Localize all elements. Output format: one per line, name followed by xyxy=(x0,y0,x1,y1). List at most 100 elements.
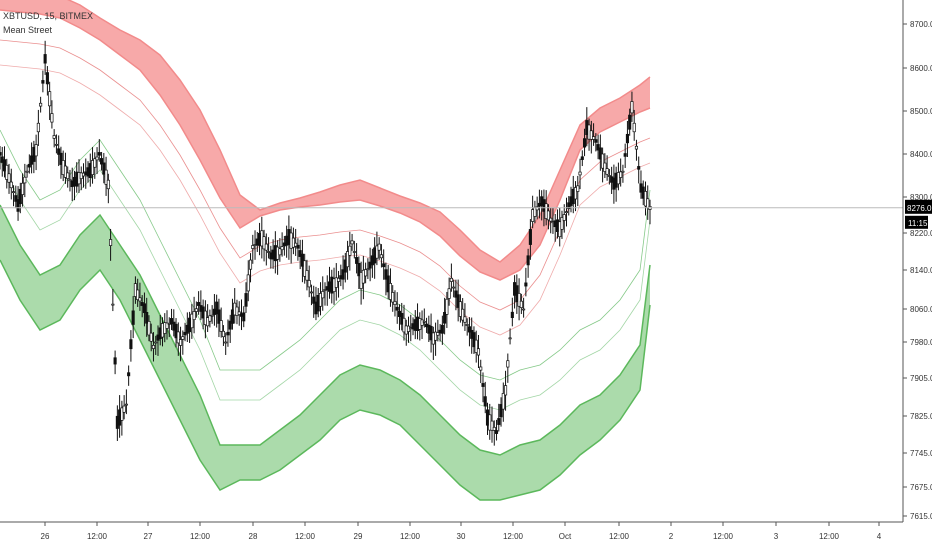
candle-body xyxy=(25,170,29,173)
time-tick-label: 12:00 xyxy=(400,532,421,541)
candle-body xyxy=(246,274,250,292)
upper-band-inner-line xyxy=(0,9,651,281)
candle-body xyxy=(298,250,302,257)
time-tick-label: 30 xyxy=(457,532,466,541)
candle-body xyxy=(499,404,503,418)
candle-body xyxy=(138,297,142,302)
candle-body xyxy=(39,102,43,107)
candle-body xyxy=(440,324,444,334)
candle-body xyxy=(456,294,460,308)
candle-body xyxy=(454,290,458,298)
candle-body xyxy=(382,263,386,268)
candle-body xyxy=(598,147,602,160)
time-tick-label: 3 xyxy=(774,532,779,541)
candle-body xyxy=(300,253,304,267)
candle-body xyxy=(483,396,487,407)
candle-body xyxy=(7,173,11,183)
candle-body xyxy=(63,165,68,178)
candle-body xyxy=(318,293,323,307)
candle-body xyxy=(18,188,22,205)
indicator-name[interactable]: Mean Street xyxy=(3,25,53,35)
candle-body xyxy=(262,236,266,250)
candle-body xyxy=(100,158,104,165)
candle-body xyxy=(244,293,248,307)
lower-band-fill xyxy=(0,205,650,500)
candle-body xyxy=(151,345,156,349)
time-tick-label: 12:00 xyxy=(819,532,840,541)
candle-body xyxy=(334,277,338,288)
candle-body xyxy=(136,289,140,300)
candle-body xyxy=(41,80,45,84)
price-tick-label: 7825.0 xyxy=(910,412,932,421)
candle-body xyxy=(95,156,99,161)
candle-body xyxy=(582,138,587,148)
candle-body xyxy=(296,244,300,249)
candle-body xyxy=(230,309,235,324)
candle-body xyxy=(377,243,381,251)
candle-body xyxy=(546,210,550,221)
time-tick-label: 12:00 xyxy=(295,532,316,541)
candle-body xyxy=(206,317,210,327)
candle-body xyxy=(443,311,447,324)
time-tick-label: 12:00 xyxy=(190,532,211,541)
price-tick-label: 7615.0 xyxy=(910,512,932,521)
candle-body xyxy=(176,331,180,344)
candle-body xyxy=(549,217,553,222)
candle-body xyxy=(174,323,178,339)
candle-body xyxy=(23,176,27,184)
candle-body xyxy=(346,251,350,268)
candle-body xyxy=(280,246,284,251)
candle-body xyxy=(131,310,135,325)
chart-legend: XBTUSD, 15, BITMEX Mean Street xyxy=(3,9,93,37)
candle-body xyxy=(379,254,383,259)
candle-body xyxy=(391,292,395,303)
candle-body xyxy=(43,54,47,64)
mid-green-line-1 xyxy=(0,159,651,411)
candle-body xyxy=(623,153,627,157)
candle-body xyxy=(601,153,605,169)
candle-body xyxy=(384,269,388,280)
candle-body xyxy=(492,426,496,431)
candle-body xyxy=(127,372,131,377)
candle-body xyxy=(519,300,523,308)
countdown-label-bg xyxy=(905,215,928,229)
candle-body xyxy=(494,430,499,434)
candle-body xyxy=(34,144,38,157)
candle-body xyxy=(294,242,298,247)
candle-body xyxy=(11,191,16,193)
candle-body xyxy=(366,268,370,271)
candle-body xyxy=(192,311,196,320)
candle-body xyxy=(165,322,169,329)
candle-body xyxy=(93,158,97,168)
candle-body xyxy=(120,407,124,421)
candle-body xyxy=(224,341,228,344)
candle-body xyxy=(422,321,426,323)
candle-body xyxy=(596,144,600,151)
price-tick-label: 7675.0 xyxy=(910,483,932,492)
candle-body xyxy=(402,317,406,333)
symbol-title[interactable]: XBTUSD, 15, BITMEX xyxy=(3,11,94,21)
candle-body xyxy=(508,337,512,340)
candle-body xyxy=(628,114,632,130)
candle-body xyxy=(619,171,623,178)
candle-body xyxy=(147,321,151,336)
candle-body xyxy=(336,277,341,282)
candle-body xyxy=(278,248,282,256)
candle-body xyxy=(528,229,532,245)
candle-body xyxy=(472,332,476,348)
candle-body xyxy=(54,143,58,146)
candle-body xyxy=(461,308,465,321)
candle-body xyxy=(321,291,325,299)
upper-band-outer-line xyxy=(67,0,651,263)
candle-body xyxy=(219,320,223,332)
candle-body xyxy=(251,245,255,249)
candle-body xyxy=(181,336,185,340)
candle-body xyxy=(194,308,198,312)
candle-body xyxy=(124,403,128,406)
candle-body xyxy=(564,211,569,213)
upper-band-fill xyxy=(0,0,650,280)
candle-body xyxy=(27,163,31,168)
candle-body xyxy=(145,311,149,324)
